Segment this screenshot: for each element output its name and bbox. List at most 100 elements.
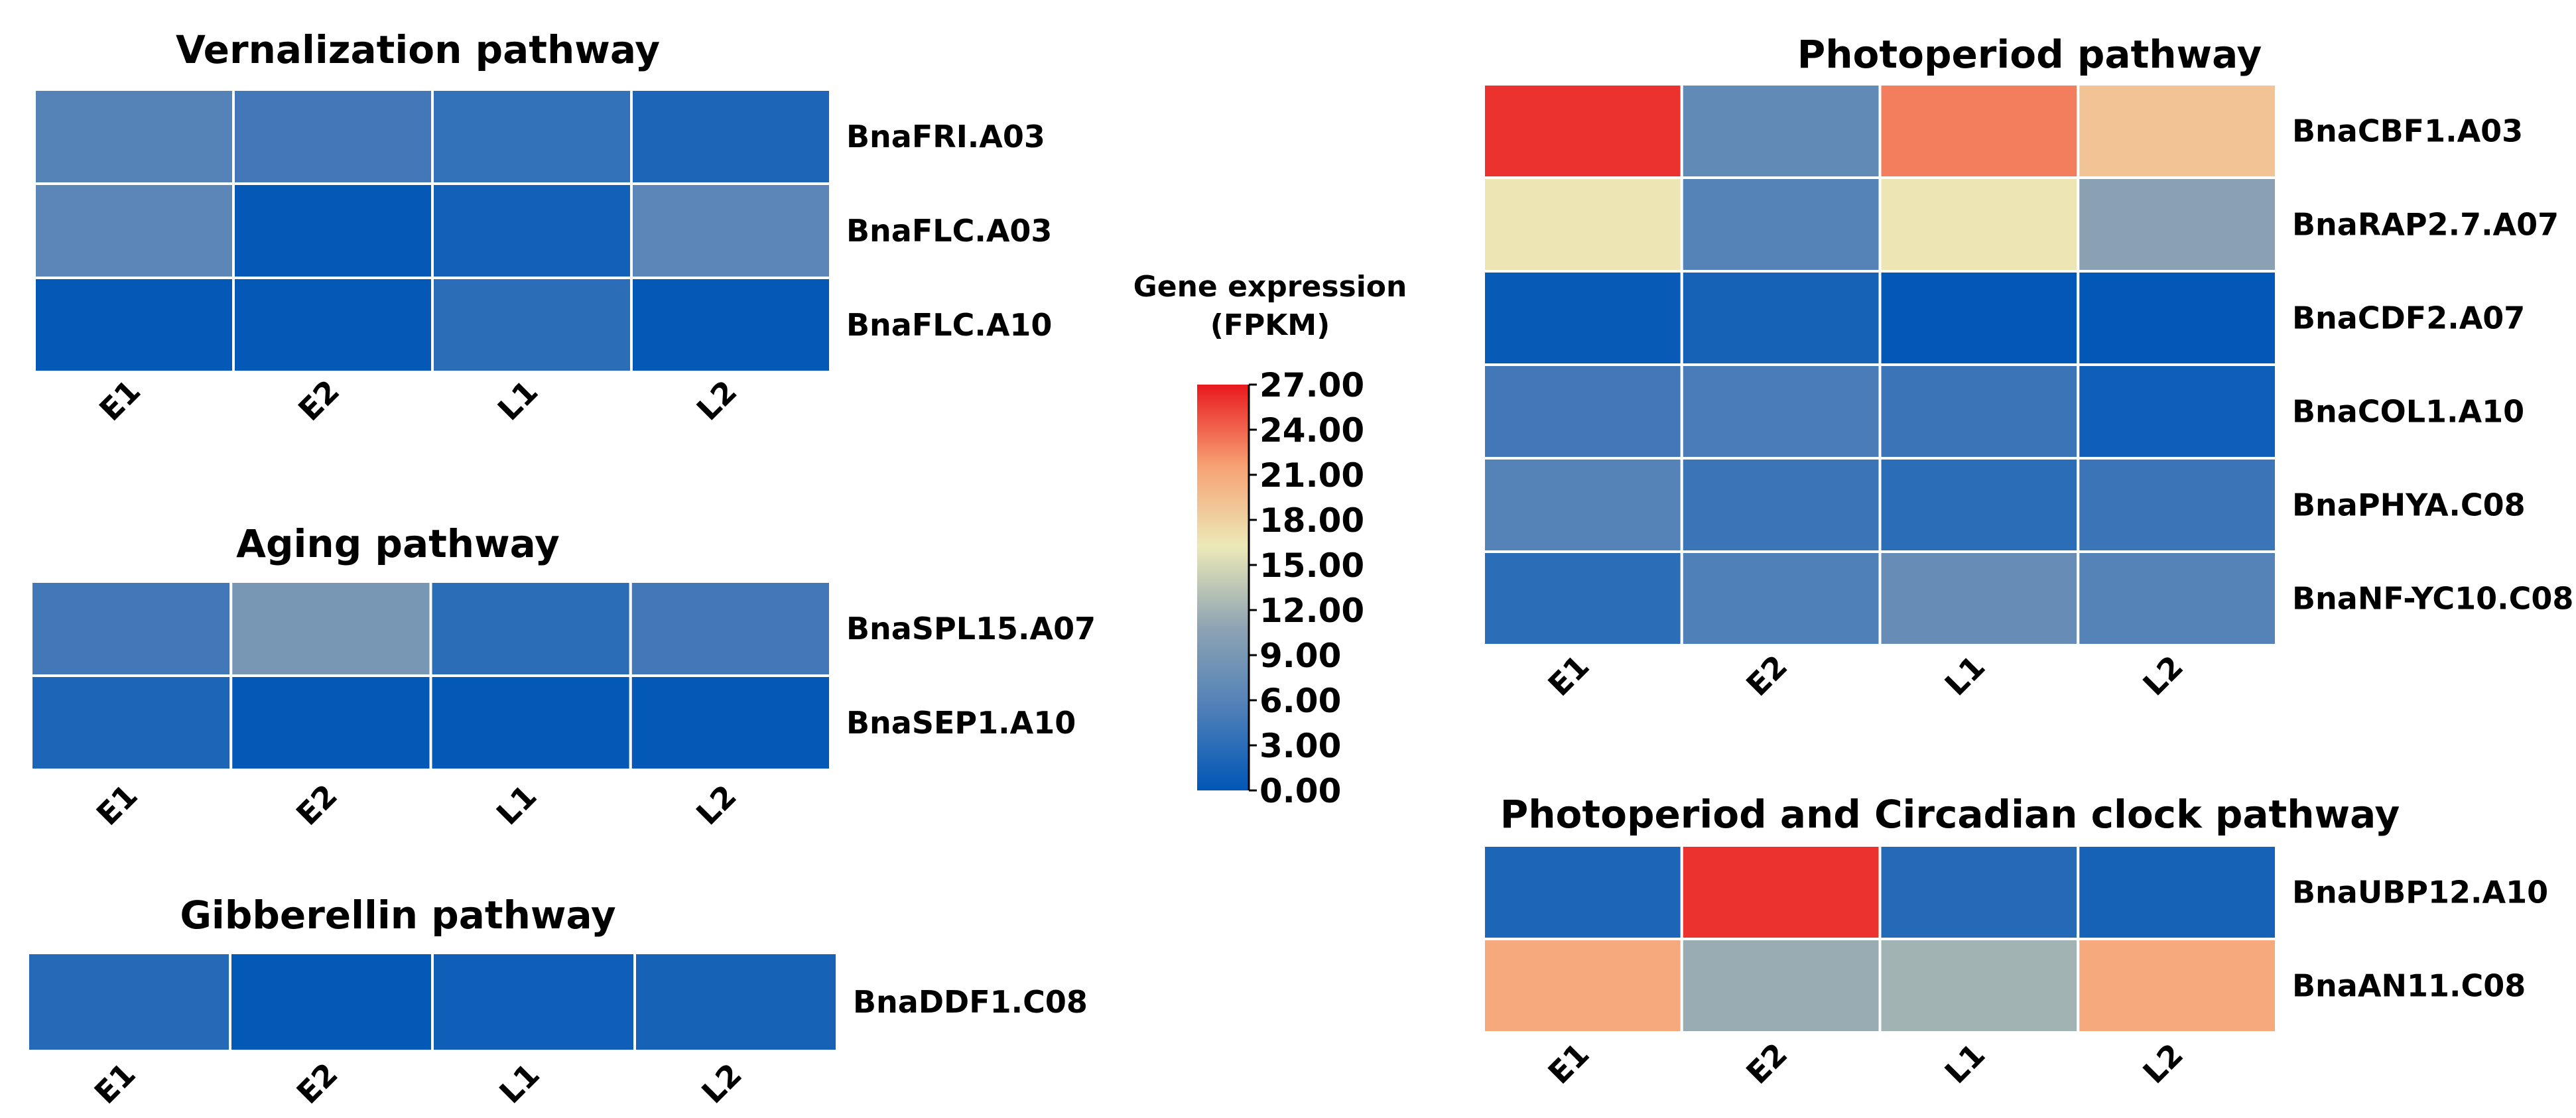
colorbar-tick-label: 21.00 [1259,456,1364,495]
heatmap-cell [1680,550,1882,647]
panel-title: Vernalization pathway [176,27,660,72]
heatmap-cell [229,580,432,677]
heatmap-cell [2077,844,2278,940]
heatmap-cell [1878,270,2080,366]
heatmap-cell [431,277,633,373]
heatmap-cell [1680,83,1882,179]
heatmap-cell [629,674,832,771]
sample-tick-label: L1 [491,373,545,428]
gene-label: BnaPHYA.C08 [2292,487,2526,523]
sample-tick-label: L2 [690,373,744,428]
sample-tick-label: E1 [88,1056,143,1111]
sample-tick-label: L1 [1938,1036,1992,1091]
sample-tick-label: L2 [2136,1036,2191,1091]
heatmap-cell [431,182,633,279]
panel-title: Photoperiod pathway [1797,32,2262,77]
heatmap-cell [1482,363,1683,460]
heatmap-cell [431,952,636,1052]
heatmap-cell [30,674,233,771]
heatmap-cell [429,674,632,771]
heatmap-cell [232,182,434,279]
heatmap-cell [33,277,235,373]
heatmap-cell [1878,363,2080,460]
sample-tick-label: L1 [1938,649,1992,703]
heatmap-cell [2077,550,2278,647]
gene-label: BnaFLC.A03 [846,213,1052,249]
heatmap-cell [1680,844,1882,940]
sample-tick-label: E2 [291,373,346,428]
sample-tick-label: L1 [492,1056,547,1111]
gene-label: BnaSEP1.A10 [846,705,1076,741]
colorbar-gradient [1197,385,1249,790]
heatmap-cell [1680,270,1882,366]
gene-label: BnaUBP12.A10 [2292,875,2548,910]
sample-tick-label: L2 [2136,649,2191,703]
heatmap-cell [1878,457,2080,553]
heatmap-cell [2077,83,2278,179]
sample-tick-label: E1 [1541,1036,1596,1091]
panel-title: Photoperiod and Circadian clock pathway [1500,792,2400,837]
heatmap-cell [1680,457,1882,553]
gene-label: BnaDDF1.C08 [853,984,1088,1020]
colorbar-tick-label: 0.00 [1259,772,1341,810]
sample-tick-label: E1 [92,373,147,428]
colorbar-title: Gene expression [1133,270,1407,304]
panel-aging: Aging pathway BnaSPL15.A07 BnaSEP1.A10 E1 E2… [30,521,1096,832]
heatmap-cell [1482,938,1683,1034]
sample-tick-label: E2 [1739,1036,1794,1091]
heatmap-cell [2077,457,2278,553]
colorbar-tick-label: 15.00 [1259,546,1364,585]
heatmap-cell [30,580,233,677]
heatmap-panels: Vernalization pathway BnaFRI.A03 BnaFLC.A0… [27,27,2573,1111]
colorbar-tick-label: 3.00 [1259,727,1341,765]
gene-label: BnaNF-YC10.C08 [2292,581,2573,617]
gene-label: BnaCDF2.A07 [2292,300,2525,336]
heatmap-cell [232,277,434,373]
heatmap-cell [1482,550,1683,647]
colorbar-tick-label: 9.00 [1259,637,1341,675]
heatmap-cell [1680,938,1882,1034]
panel-circadian: Photoperiod and Circadian clock pathway B… [1482,792,2548,1091]
panel-title: Aging pathway [236,521,560,566]
heatmap-cell [2077,176,2278,273]
heatmap-cell [1680,363,1882,460]
heatmap-cell [1482,176,1683,273]
sample-tick-label: L1 [489,778,544,832]
colorbar-tick-label: 6.00 [1259,682,1341,720]
gene-label: BnaAN11.C08 [2292,968,2526,1004]
colorbar-subtitle: (FPKM) [1210,308,1330,342]
heatmap-cell [1878,844,2080,940]
colorbar-tick-label: 18.00 [1259,501,1364,540]
colorbar-tick-label: 27.00 [1259,366,1364,404]
sample-tick-label: E2 [289,777,344,832]
gene-label: BnaFLC.A10 [846,307,1052,343]
colorbar: Gene expression (FPKM) 0.00 3.00 6.00 9.00 12.… [1133,270,1407,810]
sample-tick-label: E1 [1541,648,1596,703]
heatmap-cell [1482,844,1683,940]
heatmap-cell [1482,83,1683,179]
colorbar-tick-label: 24.00 [1259,411,1364,450]
heatmap-cell [633,952,838,1052]
heatmap-cell [1878,938,2080,1034]
sample-tick-label: E2 [290,1056,345,1111]
gene-label: BnaCBF1.A03 [2292,113,2523,149]
heatmap-cell [1482,457,1683,553]
panel-gibberellin: Gibberellin pathway BnaDDF1.C08 E1 E2 L1 L2 [27,893,1088,1111]
sample-tick-label: E1 [90,777,145,832]
heatmap-cell [229,952,434,1052]
heatmap-cell [33,182,235,279]
heatmap-cell [2077,938,2278,1034]
heatmap-cell [2077,270,2278,366]
panel-vernalization: Vernalization pathway BnaFRI.A03 BnaFLC.A0… [33,27,1052,428]
heatmap-cell [429,580,632,677]
sample-tick-label: L2 [694,1056,749,1111]
panel-title: Gibberellin pathway [180,893,615,938]
heatmap-cell [1878,550,2080,647]
heatmap-cell [1680,176,1882,273]
sample-tick-label: L2 [689,778,743,832]
heatmap-cell [33,88,235,185]
heatmap-cell [27,952,231,1052]
heatmap-cell [431,88,633,185]
heatmap-cell [1482,270,1683,366]
gene-label: BnaSPL15.A07 [846,611,1096,647]
